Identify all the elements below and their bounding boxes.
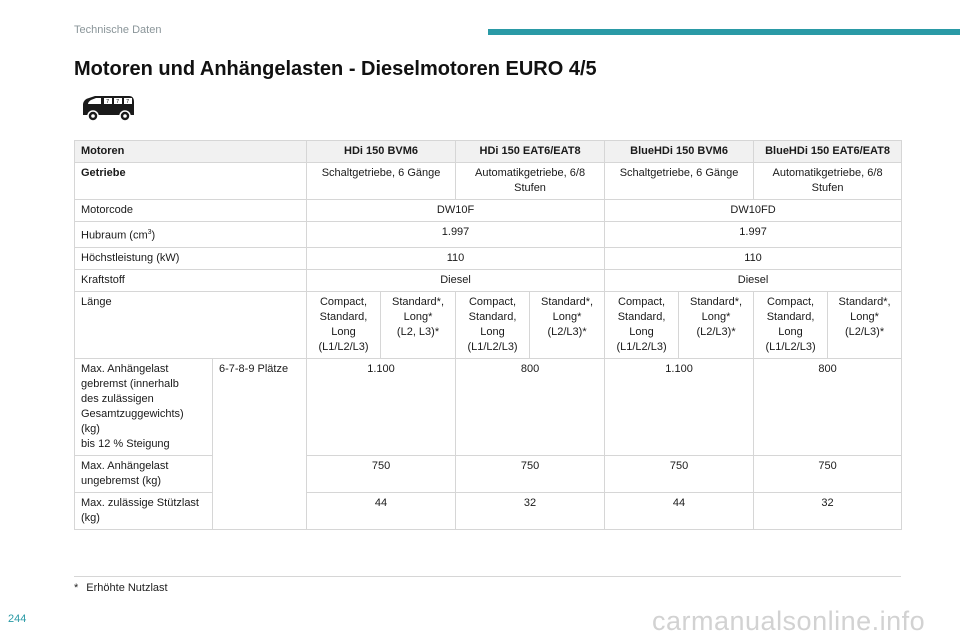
table-cell: Compact, Standard, Long (L1/L2/L3): [455, 290, 531, 359]
table-cell: Compact, Standard, Long (L1/L2/L3): [753, 290, 829, 359]
table-cell: Standard*, Long* (L2, L3)*: [380, 290, 457, 359]
table-cell: 800: [455, 357, 606, 456]
laenge-label: Länge: [73, 290, 308, 359]
table-cell: 1.100: [306, 357, 457, 456]
table-cell: 750: [455, 454, 606, 493]
table-cell: 1.100: [604, 357, 755, 456]
spec-table: Motoren HDi 150 BVM6 HDi 150 EAT6/EAT8 B…: [73, 140, 903, 530]
footnote-divider: [74, 576, 901, 577]
getriebe-label: Getriebe: [73, 162, 308, 200]
footnote-text: Erhöhte Nutzlast: [86, 582, 168, 594]
stuetzlast-label: Max. zulässige Stützlast (kg): [74, 491, 213, 530]
table-cell: Diesel: [604, 268, 903, 292]
table-row: Kraftstoff Diesel Diesel: [73, 268, 903, 292]
table-cell: 750: [604, 454, 755, 493]
table-cell: DW10F: [306, 199, 606, 222]
table-cell: Compact, Standard, Long (L1/L2/L3): [604, 290, 680, 359]
footnote: * Erhöhte Nutzlast: [74, 582, 168, 594]
svg-text:7: 7: [126, 99, 129, 105]
van-icon: 7 7 7: [83, 96, 134, 122]
table-cell: Standard*, Long* (L2/L3)*: [529, 290, 606, 359]
motoren-label: Motoren: [73, 140, 308, 163]
table-cell: 110: [306, 246, 606, 270]
leistung-label: Höchstleistung (kW): [73, 246, 308, 270]
svg-text:7: 7: [116, 99, 119, 105]
table-row: Länge Compact, Standard, Long (L1/L2/L3)…: [73, 290, 903, 359]
engine-header: HDi 150 BVM6: [306, 140, 457, 163]
table-cell: Automatikgetriebe, 6/8 Stufen: [455, 162, 606, 200]
seats-label: 6-7-8-9 Plätze: [211, 357, 308, 530]
hubraum-label-sup: 3: [147, 229, 152, 236]
table-row: Max. zulässige Stützlast (kg) 44 32 44 3…: [74, 491, 903, 530]
page-number: 244: [8, 613, 27, 625]
table-cell: Automatikgetriebe, 6/8 Stufen: [753, 162, 903, 200]
hubraum-label-end: ): [151, 229, 156, 242]
header-accent-bar: [488, 29, 960, 35]
hubraum-label: Hubraum (cm3): [73, 221, 308, 248]
table-cell: 1.997: [306, 221, 606, 248]
table-cell: 800: [753, 357, 903, 456]
table-cell: Schaltgetriebe, 6 Gänge: [604, 162, 755, 200]
table-cell: 750: [753, 454, 903, 493]
table-row: Max. Anhängelast gebremst (innerhalb des…: [74, 357, 903, 530]
table-row: Motoren HDi 150 BVM6 HDi 150 EAT6/EAT8 B…: [73, 140, 903, 163]
kraftstoff-label: Kraftstoff: [73, 268, 308, 292]
table-row: Hubraum (cm3) 1.997 1.997: [73, 221, 903, 248]
table-cell: 44: [604, 491, 755, 530]
table-cell: Standard*, Long* (L2/L3)*: [678, 290, 755, 359]
page-title: Motoren und Anhängelasten - Dieselmotore…: [74, 58, 597, 80]
section-label: Technische Daten: [74, 24, 162, 36]
motorcode-label: Motorcode: [73, 199, 308, 222]
engine-header: BlueHDi 150 EAT6/EAT8: [753, 140, 903, 163]
table-cell: 44: [306, 491, 457, 530]
svg-text:7: 7: [106, 99, 109, 105]
table-cell: 110: [604, 246, 903, 270]
table-cell: 32: [753, 491, 903, 530]
table-cell: Compact, Standard, Long (L1/L2/L3): [306, 290, 382, 359]
table-cell: Diesel: [306, 268, 606, 292]
gebremst-label: Max. Anhängelast gebremst (innerhalb des…: [74, 357, 213, 456]
table-row: Getriebe Schaltgetriebe, 6 Gänge Automat…: [73, 162, 903, 200]
footnote-marker: *: [74, 582, 79, 594]
table-row: Max. Anhängelast ungebremst (kg) 750 750…: [74, 454, 903, 493]
table-row: Höchstleistung (kW) 110 110: [73, 246, 903, 270]
table-cell: 1.997: [604, 221, 903, 248]
table-cell: 750: [306, 454, 457, 493]
watermark: carmanualsonline.info: [652, 606, 926, 636]
hubraum-label-text: Hubraum (cm: [81, 229, 148, 242]
table-cell: 32: [455, 491, 606, 530]
table-cell: Standard*, Long* (L2/L3)*: [827, 290, 903, 359]
engine-header: BlueHDi 150 BVM6: [604, 140, 755, 163]
table-cell: DW10FD: [604, 199, 903, 222]
ungebremst-label: Max. Anhängelast ungebremst (kg): [74, 454, 213, 493]
table-row: Motorcode DW10F DW10FD: [73, 199, 903, 222]
engine-header: HDi 150 EAT6/EAT8: [455, 140, 606, 163]
table-cell: Schaltgetriebe, 6 Gänge: [306, 162, 457, 200]
